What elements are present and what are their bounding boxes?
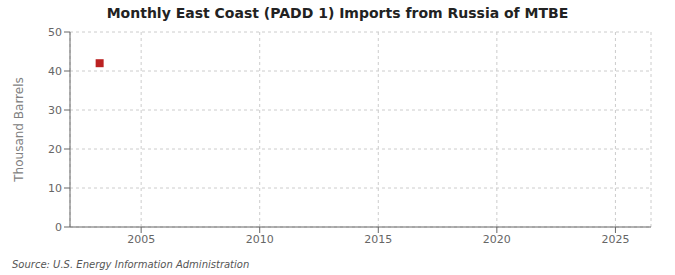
html-text:Monthly East Coast (PADD 1) Im: Monthly East Coast (PADD 1) Imports from… — [106, 5, 569, 21]
svg-text:Thousand Barrels: Thousand Barrels — [12, 77, 26, 182]
svg-text:30: 30 — [48, 104, 62, 117]
svg-text:20: 20 — [48, 143, 62, 156]
svg-text:40: 40 — [48, 65, 62, 78]
svg-text:50: 50 — [48, 26, 62, 39]
svg-text:10: 10 — [48, 182, 62, 195]
svg-text:2015: 2015 — [364, 233, 392, 246]
svg-text:2020: 2020 — [483, 233, 511, 246]
svg-text:2010: 2010 — [246, 233, 274, 246]
svg-text:2005: 2005 — [127, 233, 155, 246]
svg-text:0: 0 — [55, 221, 62, 234]
html-text:Source: U.S. Energy Informatio: Source: U.S. Energy Information Administ… — [12, 259, 250, 270]
svg-text:2025: 2025 — [601, 233, 629, 246]
